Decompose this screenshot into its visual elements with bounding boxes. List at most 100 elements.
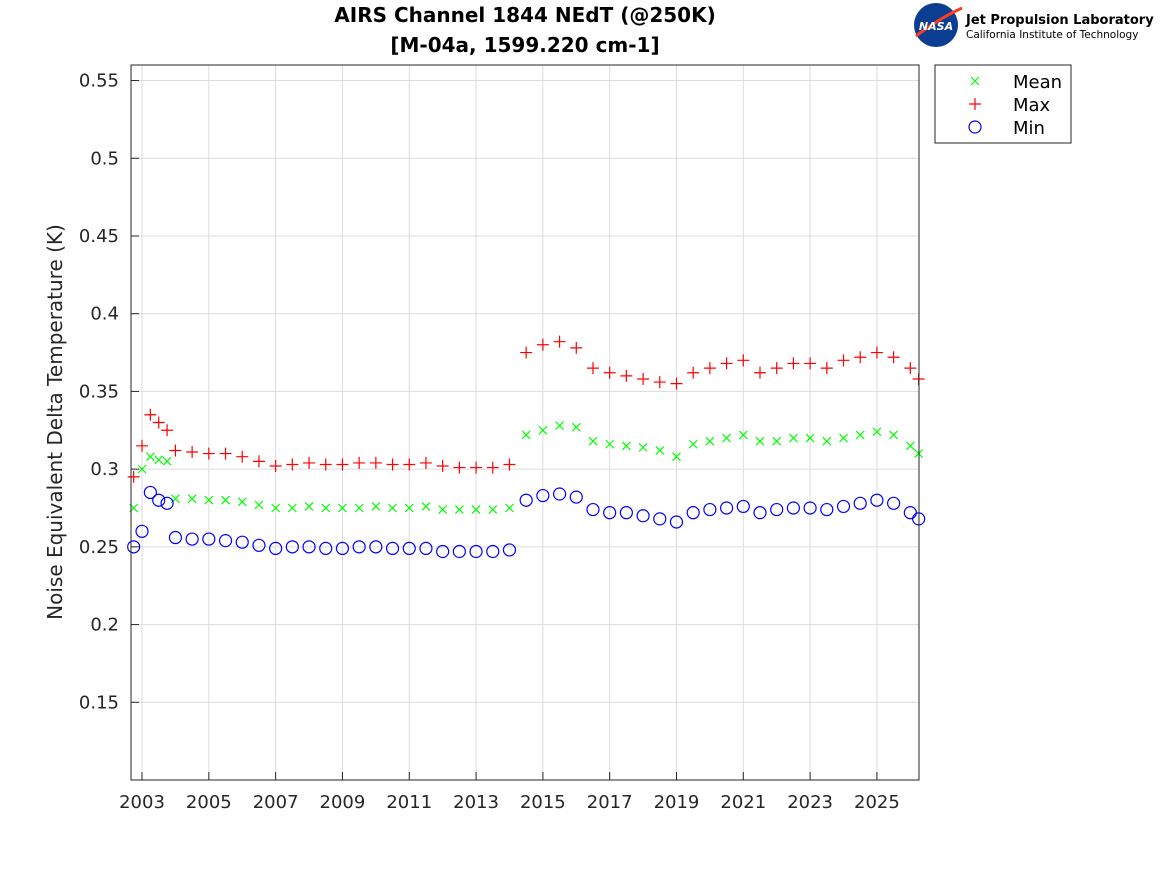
mean-point [304, 502, 314, 511]
min-point [452, 544, 466, 559]
min-point [319, 541, 333, 556]
mean-point [505, 503, 514, 513]
legend-max-marker [969, 98, 981, 110]
max-point [303, 456, 316, 469]
y-axis-label: Noise Equivalent Delta Temperature (K) [43, 224, 67, 620]
mean-point [855, 430, 865, 440]
max-point [169, 444, 182, 457]
min-point [202, 532, 216, 546]
mean-point [889, 430, 899, 440]
min-point [836, 499, 851, 514]
max-point [236, 450, 249, 463]
mean-point [755, 436, 765, 446]
max-point [536, 338, 549, 351]
nasa-badge-text: NASA [919, 20, 953, 33]
min-point [786, 501, 801, 515]
y-axis-ticks: 0.15 0.2 0.25 0.3 0.35 0.4 0.45 0.5 0.55 [79, 71, 139, 713]
legend-max-label: Max [1013, 95, 1051, 116]
min-point [820, 502, 834, 517]
data-points [127, 335, 926, 559]
min-point [653, 512, 667, 526]
min-point [185, 532, 199, 546]
max-point [603, 366, 616, 379]
series-mean [129, 421, 924, 514]
max-point [570, 341, 583, 354]
mean-point [204, 495, 214, 505]
max-point [703, 362, 716, 375]
min-point [469, 544, 483, 559]
min-point [160, 496, 174, 510]
min-point [152, 493, 166, 507]
mean-point [638, 442, 648, 452]
min-point [519, 493, 533, 507]
mean-point [338, 503, 347, 513]
max-point [720, 357, 733, 370]
mean-point [404, 503, 414, 513]
max-point [336, 458, 349, 471]
mean-point [839, 433, 848, 443]
x-tick-label: 2025 [854, 792, 900, 813]
x-axis-ticks: 2003 2005 2007 2009 2011 2013 2015 2017 2019 2021… [119, 772, 900, 813]
max-point [319, 458, 332, 471]
max-point [586, 362, 599, 375]
legend-min-label: Min [1013, 118, 1045, 139]
mean-point [872, 427, 882, 437]
mean-point [588, 436, 598, 446]
mean-point [371, 502, 381, 511]
min-point [870, 493, 884, 507]
max-point [161, 424, 174, 437]
max-point [804, 357, 817, 370]
min-point [619, 506, 633, 520]
x-tick-label: 2005 [186, 792, 232, 813]
min-point [603, 506, 617, 520]
max-point [787, 357, 800, 370]
mean-point [521, 430, 531, 440]
x-tick-label: 2003 [119, 792, 165, 813]
mean-point [672, 452, 681, 462]
x-tick-label: 2023 [787, 792, 833, 813]
x-tick-label: 2015 [520, 792, 566, 813]
min-point [419, 541, 433, 556]
min-point [853, 496, 867, 510]
mean-point [722, 433, 732, 443]
min-point [402, 541, 416, 556]
chart-title-line2: [M-04a, 1599.220 cm-1] [390, 33, 659, 57]
min-point [502, 543, 517, 557]
mean-point [321, 503, 331, 513]
max-point [520, 346, 533, 359]
min-point [753, 506, 767, 520]
legend-mean-label: Mean [1013, 72, 1062, 93]
jpl-org-sub: California Institute of Technology [966, 29, 1138, 41]
jpl-org-name: Jet Propulsion Laboratory [965, 13, 1154, 28]
min-point [235, 535, 249, 549]
mean-point [605, 439, 615, 449]
max-point [127, 470, 140, 483]
min-point [686, 506, 700, 520]
min-point [536, 488, 550, 503]
max-point [436, 460, 449, 473]
max-point [419, 456, 432, 469]
mean-point [788, 433, 798, 443]
x-tick-label: 2021 [720, 792, 766, 813]
max-point [269, 460, 282, 473]
nasa-swoosh [915, 6, 963, 38]
plot-area [131, 65, 919, 780]
y-tick-label: 0.35 [79, 381, 119, 402]
mean-point [488, 505, 498, 514]
min-point [168, 530, 183, 545]
mean-point [137, 464, 147, 474]
max-point [753, 366, 766, 379]
min-point [127, 540, 141, 554]
max-point [186, 446, 199, 459]
mean-point [145, 452, 155, 462]
min-point [302, 540, 316, 554]
mean-point [438, 505, 448, 514]
max-point [670, 377, 683, 390]
mean-point [237, 497, 247, 507]
max-point [369, 456, 382, 469]
y-tick-label: 0.15 [79, 692, 119, 713]
y-tick-label: 0.45 [79, 226, 119, 247]
max-point [286, 458, 299, 471]
mean-point [421, 502, 431, 511]
min-point [143, 485, 157, 500]
